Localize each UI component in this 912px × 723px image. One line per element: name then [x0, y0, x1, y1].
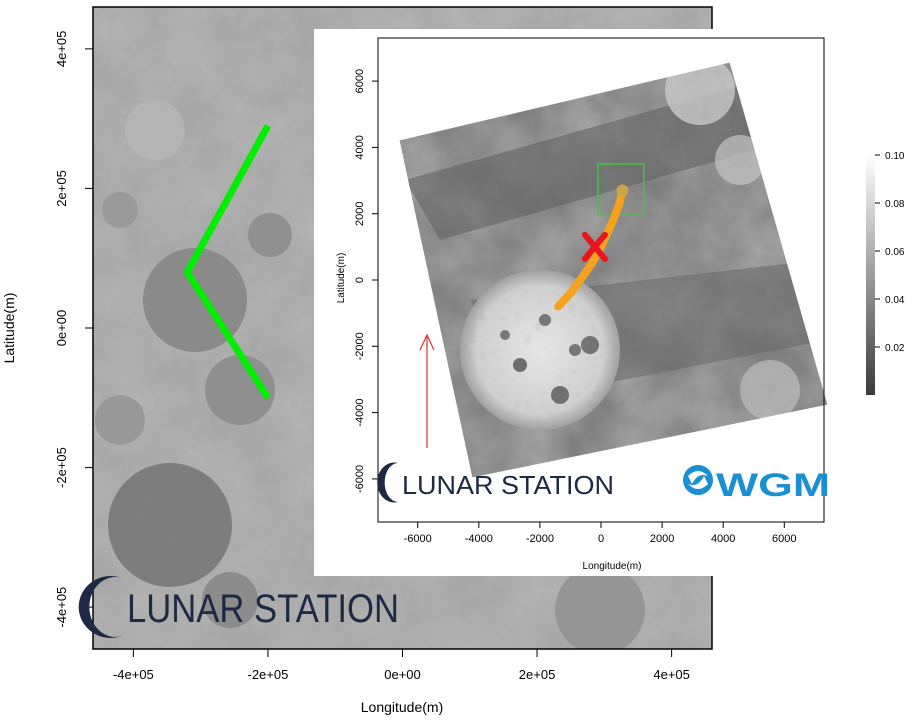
colorbar-tick-label: 0.08 [885, 199, 905, 210]
inset-y-tick-label: 4000 [354, 135, 366, 159]
colorbar-ramp [866, 155, 875, 395]
main-x-tick-label: -4e+05 [113, 667, 154, 682]
colorbar-tick-label: 0.06 [885, 247, 905, 258]
track-end-marker [616, 184, 629, 197]
highlight-box [597, 163, 645, 215]
inset-y-tick-label: 2000 [354, 201, 366, 225]
inset-x-axis-label: Longitude(m) [583, 561, 642, 572]
lunar-crescent-icon [377, 462, 398, 503]
inset-y-tick-label: -4000 [354, 399, 366, 427]
main-y-tick-label: 2e+05 [54, 170, 69, 207]
wgm-logo: WGM [683, 465, 830, 503]
main-x-tick-label: -2e+05 [248, 667, 289, 682]
wgm-logo-text: WGM [716, 467, 830, 503]
inset-x-tick-label: 6000 [772, 533, 796, 545]
main-y-tick-label: 4e+05 [54, 31, 69, 68]
inset-watermark: LUNAR STATION [377, 462, 614, 503]
colorbar-tick-label: 0.02 [885, 343, 905, 354]
main-y-axis: -4e+05 -2e+05 0e+00 2e+05 4e+05 [54, 31, 94, 628]
main-watermark: LUNAR STATION [78, 576, 399, 638]
inset-x-tick-label: -6000 [404, 533, 432, 545]
main-x-tick-label: 4e+05 [653, 667, 690, 682]
colorbar: 0.02 0.04 0.06 0.08 0.10 [866, 151, 905, 395]
main-y-axis-label: Latitude(m) [1, 293, 17, 364]
inset-y-axis: -6000 -4000 -2000 0 2000 4000 6000 [354, 69, 379, 493]
inset-watermark-text: LUNAR STATION [402, 470, 614, 500]
inset-y-tick-label: -6000 [354, 465, 366, 493]
colorbar-tick-label: 0.10 [885, 151, 905, 162]
inset-y-tick-label: 6000 [354, 69, 366, 93]
main-y-tick-label: 0e+00 [54, 310, 69, 347]
main-x-tick-label: 2e+05 [519, 667, 556, 682]
inset-panel: -6000 -4000 -2000 0 2000 4000 6000 -6000-4000-… [314, 29, 912, 576]
inset-x-tick-label: 2000 [650, 533, 674, 545]
inset-terrain [398, 61, 829, 479]
main-x-axis-label: Longitude(m) [361, 699, 444, 715]
lunar-crescent-icon [78, 576, 122, 638]
inset-x-axis: -6000 -4000 -2000 0 2000 4000 6000 [404, 521, 797, 545]
inset-y-axis-label: Latitude(m) [336, 253, 347, 304]
zoom-path [183, 123, 272, 400]
colorbar-tick-label: 0.04 [885, 295, 905, 306]
landing-site-x-icon [581, 231, 608, 262]
north-arrow-icon [419, 333, 435, 448]
inset-x-tick-label: 4000 [711, 533, 735, 545]
inset-y-tick-label: -2000 [354, 332, 366, 360]
inset-x-tick-label: -2000 [526, 533, 554, 545]
inset-y-tick-label: 0 [354, 277, 366, 283]
main-y-tick-label: -2e+05 [54, 447, 69, 488]
main-watermark-text: LUNAR STATION [127, 587, 399, 631]
rover-track [554, 186, 627, 311]
main-y-tick-label: -4e+05 [54, 587, 69, 628]
colorbar-ticks: 0.02 0.04 0.06 0.08 0.10 [875, 151, 905, 354]
main-x-axis: -4e+05 -2e+05 0e+00 2e+05 4e+05 [113, 648, 690, 682]
inset-x-tick-label: -4000 [465, 533, 493, 545]
inset-x-tick-label: 0 [598, 533, 604, 545]
main-x-tick-label: 0e+00 [384, 667, 421, 682]
wgm-swirl-icon [683, 465, 713, 495]
